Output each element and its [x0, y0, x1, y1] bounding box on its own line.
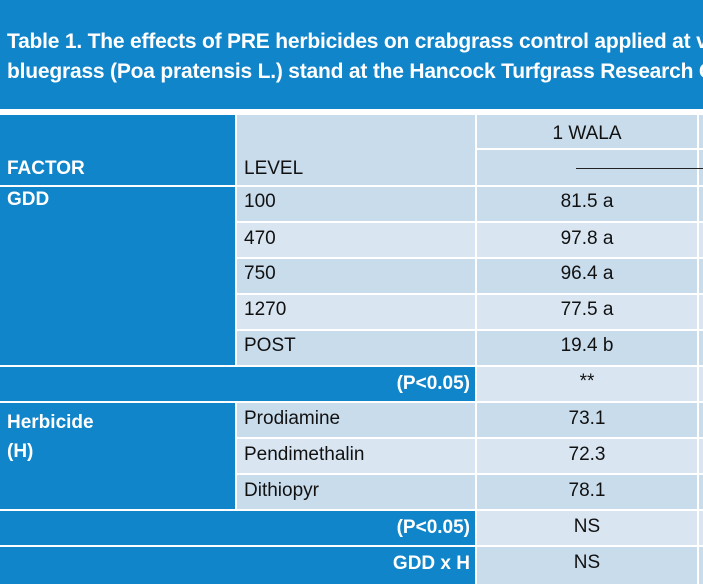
gdd-level-post: POST: [244, 335, 296, 356]
gdd-value-100: 81.5 a: [560, 191, 614, 212]
header-col-1-label: 1 WALA: [552, 123, 622, 144]
gdd-row-next: [698, 258, 703, 294]
grid-divider: [236, 221, 703, 223]
gdd-row-value: 97.8 a: [476, 222, 698, 258]
grid-divider: [0, 185, 703, 187]
header-factor-label: FACTOR: [7, 158, 85, 179]
gdd-value-750: 96.4 a: [560, 263, 614, 284]
gdd-value-1270: 77.5 a: [560, 299, 614, 320]
gdd-significance-row: (P<0.05): [0, 366, 476, 402]
herbicide-value-pendimethalin: 72.3: [568, 444, 606, 465]
grid-divider: [0, 401, 703, 403]
header-level: LEVEL: [236, 115, 476, 186]
factor-gdd-label: GDD: [7, 189, 50, 210]
herbicide-row-next: [698, 402, 703, 438]
factor-herbicide-abbrev: (H): [7, 441, 34, 462]
gdd-level-750: 750: [244, 263, 276, 284]
table-title-line-1: Table 1. The effects of PRE herbicides o…: [7, 30, 703, 53]
gdd-significance-value: **: [579, 371, 595, 392]
factor-gdd: GDD: [0, 186, 236, 366]
herbicide-level-pendimethalin: Pendimethalin: [244, 444, 365, 465]
interaction-next: [698, 546, 703, 584]
grid-divider: [476, 148, 703, 150]
herbicide-level-prodiamine: Prodiamine: [244, 408, 341, 429]
gdd-row-next: [698, 330, 703, 366]
grid-divider: [0, 545, 703, 547]
gdd-significance-cell: **: [476, 366, 698, 402]
gdd-row-value: 81.5 a: [476, 186, 698, 222]
herbicide-row-level: Dithiopyr: [236, 474, 476, 510]
grid-divider: [0, 365, 703, 367]
factor-herbicide: Herbicide (H): [0, 402, 236, 510]
grid-divider: [236, 257, 703, 259]
gdd-row-level: 100: [236, 186, 476, 222]
grid-divider: [235, 115, 237, 367]
gdd-row-level: 470: [236, 222, 476, 258]
gdd-level-470: 470: [244, 228, 276, 249]
grid-divider: [475, 115, 477, 584]
grid-divider: [235, 402, 237, 510]
grid-divider: [236, 293, 703, 295]
herbicide-significance-next: [698, 510, 703, 546]
gdd-level-1270: 1270: [244, 299, 287, 320]
gdd-row-level: 1270: [236, 294, 476, 330]
gdd-row-next: [698, 186, 703, 222]
factor-herbicide-label: Herbicide: [7, 412, 94, 433]
gdd-significance-next: [698, 366, 703, 402]
gdd-row-next: [698, 294, 703, 330]
interaction-cell: NS: [476, 546, 698, 584]
interaction-label: GDD x H: [392, 553, 470, 574]
gdd-row-value: 19.4 b: [476, 330, 698, 366]
table-title: Table 1. The effects of PRE herbicides o…: [0, 0, 703, 109]
grid-divider: [236, 437, 703, 439]
header-level-label: LEVEL: [244, 158, 304, 179]
header-factor: FACTOR: [0, 115, 236, 186]
grid-divider: [697, 115, 699, 584]
gdd-level-100: 100: [244, 191, 276, 212]
herbicide-value-prodiamine: 73.1: [568, 408, 606, 429]
header-col-1-wala: 1 WALA: [476, 115, 698, 186]
gdd-value-470: 97.8 a: [560, 228, 614, 249]
herbicide-row-next: [698, 474, 703, 510]
herbicide-row-level: Pendimethalin: [236, 438, 476, 474]
grid-divider: [236, 473, 703, 475]
grid-divider: [0, 509, 703, 511]
herbicide-row-level: Prodiamine: [236, 402, 476, 438]
herbicide-value-dithiopyr: 78.1: [568, 480, 606, 501]
gdd-row-value: 77.5 a: [476, 294, 698, 330]
gdd-row-next: [698, 222, 703, 258]
gdd-value-post: 19.4 b: [560, 335, 614, 356]
herbicide-row-value: 78.1: [476, 474, 698, 510]
herbicide-significance-value: NS: [573, 516, 601, 537]
gdd-row-value: 96.4 a: [476, 258, 698, 294]
herbicide-row-next: [698, 438, 703, 474]
header-next-column: [698, 115, 703, 186]
interaction-row: GDD x H: [0, 546, 476, 584]
herbicide-level-dithiopyr: Dithiopyr: [244, 480, 319, 501]
herbicide-row-value: 72.3: [476, 438, 698, 474]
interaction-value: NS: [573, 552, 601, 573]
header-rule: [576, 168, 703, 169]
gdd-significance-label: (P<0.05): [396, 373, 470, 394]
grid-divider: [236, 329, 703, 331]
gdd-row-level: POST: [236, 330, 476, 366]
herbicide-significance-label: (P<0.05): [396, 517, 470, 538]
herbicide-significance-cell: NS: [476, 510, 698, 546]
herbicide-row-value: 73.1: [476, 402, 698, 438]
table-title-line-2: bluegrass (Poa pratensis L.) stand at th…: [7, 60, 703, 83]
herbicide-significance-row: (P<0.05): [0, 510, 476, 546]
gdd-row-level: 750: [236, 258, 476, 294]
